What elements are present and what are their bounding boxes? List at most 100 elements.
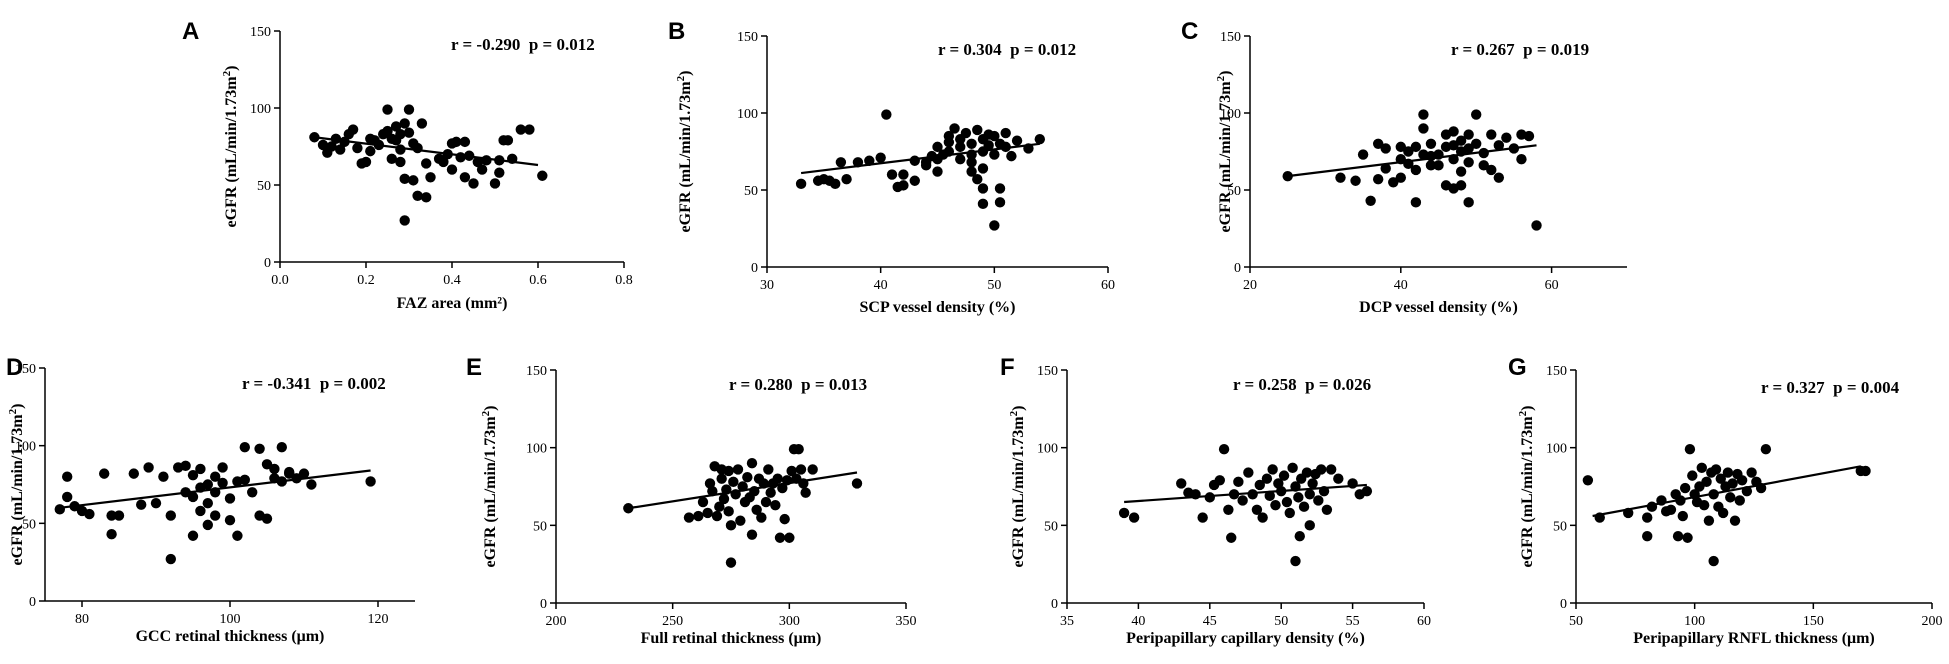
data-point (1290, 555, 1301, 567)
data-point (210, 510, 221, 521)
x-tick-label: 200 (1922, 614, 1943, 629)
y-tick-label: 50 (22, 517, 36, 532)
data-point (1710, 464, 1722, 475)
y-tick-label: 50 (1227, 184, 1241, 199)
data-point (54, 504, 65, 515)
data-point (481, 155, 492, 166)
x-tick-label: 250 (662, 614, 683, 629)
data-point (1755, 482, 1767, 494)
data-point (1318, 485, 1330, 497)
data-point (1687, 470, 1698, 481)
x-tick-label: 40 (1131, 614, 1145, 629)
data-point (781, 475, 793, 486)
data-point (1247, 489, 1258, 500)
data-point (1357, 149, 1369, 160)
data-point (1418, 123, 1429, 134)
y-tick-label: 100 (737, 107, 758, 122)
data-point (1410, 141, 1422, 153)
data-point (886, 169, 898, 180)
data-point (1388, 177, 1399, 188)
data-point (1243, 467, 1254, 478)
x-tick-label: 200 (546, 614, 567, 629)
data-point (339, 136, 350, 148)
x-tick-label: 300 (779, 614, 800, 629)
data-point (224, 515, 236, 526)
data-point (1760, 444, 1772, 455)
data-point (1734, 495, 1745, 506)
data-point (1516, 154, 1527, 165)
panel-a: A 0 50 100 150 0.0 0.2 0.4 0.6 0.8 FAZ area (mm²) e… (182, 18, 633, 312)
x-tick-label: 50 (987, 278, 1001, 293)
y-tick-label: 150 (526, 364, 547, 379)
data-point (232, 530, 243, 541)
data-point (1486, 129, 1497, 140)
data-point (1677, 510, 1689, 522)
x-tick-label: 0.2 (357, 273, 375, 288)
data-point (1729, 515, 1741, 526)
data-point (1228, 489, 1240, 500)
data-point (412, 190, 423, 201)
panel-b: B 0 50 100 150 30 40 50 60 SCP vessel density (%)… (668, 18, 1115, 316)
data-point (472, 156, 483, 168)
x-tick-label: 120 (368, 612, 389, 627)
data-point (291, 473, 302, 484)
data-point (210, 471, 221, 482)
data-point (728, 476, 739, 488)
data-point (180, 460, 191, 472)
data-point (772, 473, 783, 484)
data-point (365, 145, 376, 157)
data-point (932, 166, 943, 177)
data-point (977, 163, 989, 174)
data-point (276, 476, 287, 487)
data-point (395, 144, 406, 155)
data-point (1226, 532, 1237, 543)
data-point (1715, 473, 1726, 484)
data-point (989, 130, 1000, 142)
data-point (217, 462, 228, 473)
data-point (494, 167, 505, 178)
data-point (1290, 481, 1301, 492)
data-point (746, 529, 758, 540)
y-axis-label: eGFR (mL/min/1.73m2) (480, 406, 499, 568)
data-point (972, 174, 983, 185)
data-point (989, 220, 1000, 231)
data-point (1523, 130, 1535, 142)
data-point (1301, 467, 1313, 478)
x-tick-label: 60 (1101, 278, 1115, 293)
data-point (390, 121, 402, 132)
data-point (777, 482, 788, 494)
data-point (1455, 135, 1467, 146)
data-point (476, 164, 488, 175)
data-point (143, 462, 154, 473)
data-point (335, 144, 346, 155)
data-point (966, 166, 977, 177)
data-point (1682, 532, 1693, 543)
data-point (1197, 512, 1208, 523)
data-point (1493, 172, 1505, 183)
data-point (765, 487, 776, 498)
data-point (1372, 174, 1384, 185)
data-point (943, 130, 955, 142)
data-point (1293, 492, 1304, 503)
data-point (881, 109, 892, 120)
data-point (1267, 464, 1278, 475)
data-point (106, 529, 117, 540)
data-point (1455, 180, 1467, 191)
data-point (1000, 141, 1011, 153)
data-point (1860, 465, 1871, 477)
data-point (742, 471, 753, 483)
data-point (774, 532, 786, 543)
data-point (1298, 501, 1310, 512)
panel-letter: A (182, 18, 199, 45)
x-axis-label: Full retinal thickness (μm) (641, 630, 822, 647)
data-point (955, 141, 966, 153)
data-point (515, 124, 526, 135)
data-point (128, 468, 139, 479)
data-point (1717, 507, 1729, 519)
data-point (187, 469, 199, 481)
data-point (425, 172, 436, 183)
data-point (1722, 467, 1734, 478)
y-tick-label: 50 (744, 184, 758, 199)
data-point (1315, 464, 1327, 475)
data-point (851, 478, 863, 489)
